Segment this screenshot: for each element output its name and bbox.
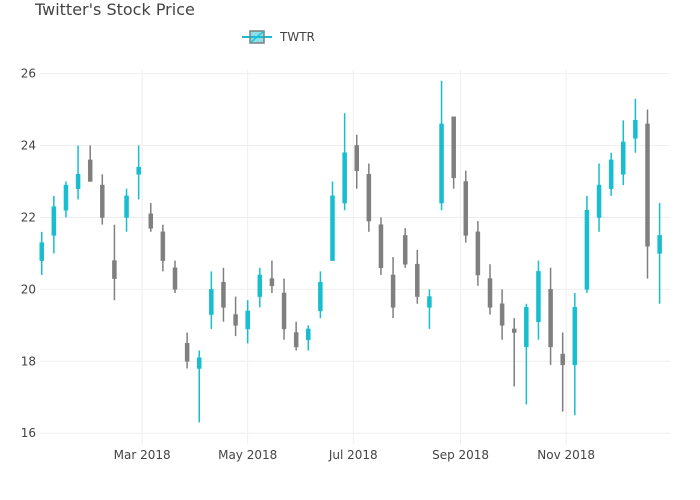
candle-body	[87, 159, 93, 182]
candle-body	[657, 235, 662, 254]
candle-body	[330, 195, 335, 261]
candle-body	[196, 357, 202, 369]
candle-body	[621, 141, 626, 175]
candle-body	[439, 123, 444, 204]
candle-body	[645, 123, 650, 247]
candle-body	[608, 159, 614, 189]
y-tick-label: 22	[21, 210, 36, 224]
candle-body	[463, 181, 469, 236]
candle-body	[306, 328, 311, 340]
candle-body	[633, 120, 638, 139]
candle-body	[366, 174, 372, 222]
legend[interactable]: TWTR	[240, 27, 315, 47]
candle-body	[402, 235, 408, 265]
y-tick-label: 16	[21, 426, 36, 440]
chart-title: Twitter's Stock Price	[35, 0, 195, 19]
candle-body	[499, 303, 505, 326]
candle-body	[136, 166, 141, 175]
candle-body	[560, 353, 565, 366]
legend-swatch-icon	[242, 30, 272, 44]
candle-body	[378, 224, 384, 269]
candle-body	[427, 296, 432, 308]
x-tick-label: Jul 2018	[328, 448, 378, 462]
y-tick-label: 24	[21, 139, 36, 153]
y-tick-label: 26	[21, 67, 36, 81]
candle-body	[318, 281, 323, 312]
candle-body	[596, 184, 602, 218]
candle-body	[124, 195, 129, 218]
candle-body	[390, 274, 396, 308]
candle-body	[160, 231, 166, 261]
candle-body	[148, 213, 154, 229]
candle-body	[342, 152, 347, 204]
x-tick-label: Nov 2018	[537, 448, 595, 462]
x-tick-label: Sep 2018	[432, 448, 489, 462]
candle-body	[245, 310, 250, 330]
candle-body	[221, 281, 226, 308]
candle-body	[281, 292, 287, 330]
candle-body	[209, 289, 214, 315]
y-tick-label: 18	[21, 354, 36, 368]
candle-body	[415, 263, 420, 297]
candle-body	[269, 278, 275, 287]
candle-body	[475, 231, 481, 276]
candle-body	[293, 332, 299, 348]
candle-body	[548, 289, 553, 348]
candle-body	[524, 307, 529, 348]
candle-body	[536, 271, 541, 322]
candle-body	[172, 267, 178, 290]
candle-body	[511, 328, 517, 333]
candle-body	[584, 210, 590, 290]
x-tick-label: May 2018	[218, 448, 277, 462]
x-tick-label: Mar 2018	[114, 448, 171, 462]
candle-body	[63, 184, 69, 211]
candle-body	[451, 116, 456, 179]
candle-body	[100, 184, 105, 218]
candle-body	[233, 314, 238, 326]
candle-body	[51, 206, 57, 236]
candle-body	[354, 145, 359, 171]
candle-body	[487, 278, 493, 308]
candle-body	[75, 174, 81, 189]
candle-body	[184, 343, 190, 362]
candle-body	[257, 274, 263, 297]
candle-body	[572, 307, 578, 366]
legend-label: TWTR	[280, 30, 315, 44]
candle-body	[112, 260, 117, 279]
y-tick-label: 20	[21, 282, 36, 296]
candle-body	[39, 242, 44, 261]
